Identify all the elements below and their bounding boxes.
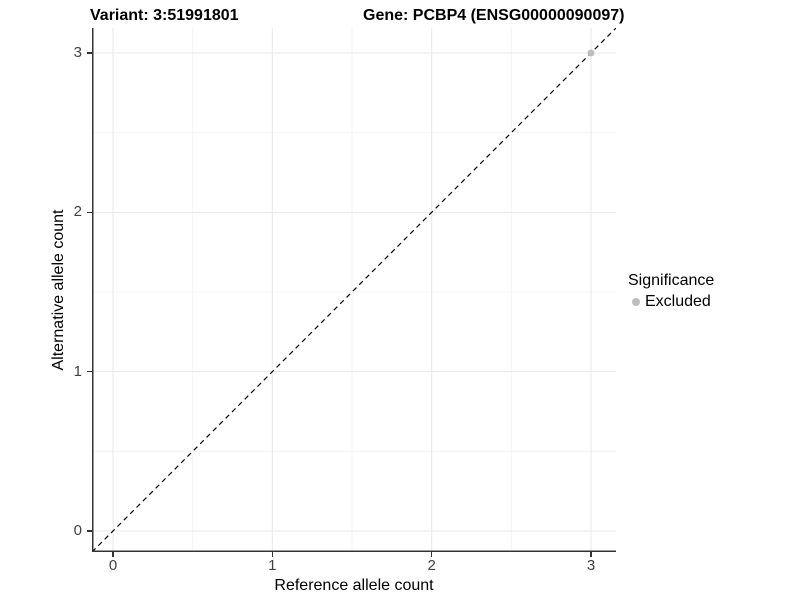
identity-dashed-line	[92, 28, 616, 552]
y-tick-label: 0	[73, 521, 82, 539]
y-tick-label: 1	[73, 362, 82, 380]
gene-title: Gene: PCBP4 (ENSG00000090097)	[363, 7, 625, 24]
y-tick-mark	[87, 530, 92, 532]
x-tick-mark	[430, 552, 433, 557]
x-tick-mark	[271, 552, 274, 557]
variant-title: Variant: 3:51991801	[90, 7, 239, 24]
legend-item-excluded: Excluded	[632, 293, 714, 311]
x-tick-label: 0	[108, 557, 118, 574]
y-tick-mark	[87, 52, 92, 54]
x-axis-label: Reference allele count	[274, 577, 434, 594]
y-tick-label: 2	[73, 203, 82, 221]
legend-item-label: Excluded	[645, 293, 711, 310]
y-tick-mark	[87, 211, 92, 214]
x-tick-label: 1	[268, 557, 277, 574]
y-tick-mark	[87, 370, 92, 373]
legend: Significance Excluded	[628, 271, 714, 311]
excluded-point-icon	[632, 298, 640, 306]
x-tick-mark	[112, 552, 114, 557]
legend-title: Significance	[628, 272, 715, 289]
y-tick-label: 3	[73, 44, 82, 61]
plot-panel	[92, 28, 616, 552]
x-tick-mark	[590, 552, 592, 557]
data-point	[587, 49, 595, 57]
x-tick-label: 3	[586, 557, 596, 574]
x-tick-label: 2	[427, 557, 436, 574]
